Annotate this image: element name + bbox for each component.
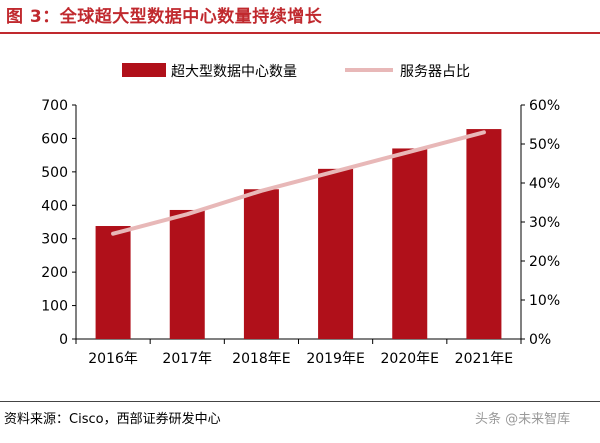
- x-tick-label: 2017年: [162, 351, 212, 367]
- y-right-tick-label: 50%: [529, 137, 560, 153]
- y-left-tick-label: 300: [41, 232, 68, 248]
- legend-label-bar: 超大型数据中心数量: [171, 64, 297, 80]
- y-right-tick-label: 40%: [529, 176, 560, 192]
- bar: [392, 148, 428, 339]
- watermark: 头条 @未来智库: [475, 412, 571, 427]
- bar: [169, 209, 205, 339]
- bar: [243, 189, 279, 339]
- bar: [95, 226, 131, 339]
- x-tick-label: 2018年E: [232, 351, 290, 367]
- source-divider: [0, 401, 600, 402]
- y-left-tick-label: 700: [41, 98, 68, 114]
- legend-swatch-bar: [122, 63, 166, 77]
- bar: [466, 129, 502, 339]
- y-left-tick-label: 500: [41, 165, 68, 181]
- x-tick-label: 2016年: [88, 351, 138, 367]
- x-tick-label: 2020年E: [381, 351, 439, 367]
- y-right-tick-label: 0%: [529, 332, 551, 348]
- title-divider: [0, 32, 600, 34]
- y-right-tick-label: 20%: [529, 254, 560, 270]
- y-right-tick-label: 30%: [529, 215, 560, 231]
- source-note: 资料来源：Cisco，西部证券研发中心: [4, 412, 221, 427]
- y-left-tick-label: 400: [41, 198, 68, 214]
- y-left-tick-label: 100: [41, 299, 68, 315]
- series-line: [111, 130, 486, 236]
- bar: [318, 168, 354, 339]
- x-tick-label: 2019年E: [306, 351, 364, 367]
- y-right-tick-label: 60%: [529, 98, 560, 114]
- x-tick-label: 2021年E: [455, 351, 513, 367]
- chart: 0 100 200 300 400 500 600 700 0% 10% 20% 30% 40% 50% 6…: [41, 63, 560, 367]
- chart-title: 图 3：全球超大型数据中心数量持续增长: [6, 7, 323, 27]
- y-left-tick-label: 600: [41, 131, 68, 147]
- y-right-tick-label: 10%: [529, 293, 560, 309]
- y-left-tick-label: 200: [41, 265, 68, 281]
- legend-label-line: 服务器占比: [400, 64, 470, 80]
- y-left-tick-label: 0: [59, 332, 68, 348]
